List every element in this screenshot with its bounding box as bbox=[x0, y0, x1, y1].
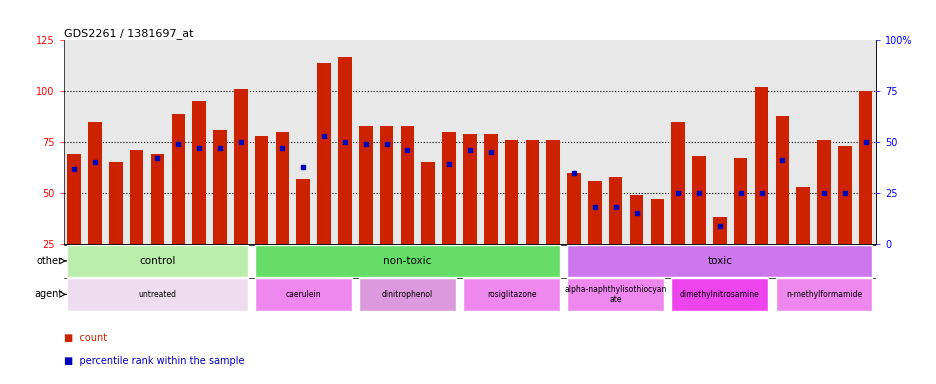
Bar bbox=[317, 63, 330, 295]
Bar bbox=[275, 132, 289, 295]
Text: other: other bbox=[37, 256, 63, 266]
Bar bbox=[358, 126, 373, 295]
Bar bbox=[525, 140, 538, 295]
Bar bbox=[462, 134, 476, 295]
Bar bbox=[671, 122, 684, 295]
Bar bbox=[692, 156, 705, 295]
Bar bbox=[566, 173, 580, 295]
Text: toxic: toxic bbox=[707, 256, 732, 266]
Text: ■  count: ■ count bbox=[64, 333, 107, 343]
Bar bbox=[401, 126, 414, 295]
Bar bbox=[796, 187, 809, 295]
Bar bbox=[816, 140, 830, 295]
Bar bbox=[255, 245, 560, 277]
Bar bbox=[566, 278, 664, 311]
Text: agent: agent bbox=[35, 289, 63, 300]
Text: dinitrophenol: dinitrophenol bbox=[381, 290, 432, 299]
Bar bbox=[566, 245, 871, 277]
Bar bbox=[629, 195, 643, 295]
Text: untreated: untreated bbox=[139, 290, 176, 299]
Bar bbox=[379, 126, 393, 295]
Text: GDS2261 / 1381697_at: GDS2261 / 1381697_at bbox=[64, 28, 193, 39]
Text: control: control bbox=[139, 256, 175, 266]
Bar bbox=[733, 158, 747, 295]
Bar bbox=[192, 101, 206, 295]
Bar bbox=[421, 162, 434, 295]
Bar bbox=[837, 146, 851, 295]
Bar bbox=[255, 278, 351, 311]
Bar bbox=[151, 154, 164, 295]
Text: caerulein: caerulein bbox=[285, 290, 321, 299]
Bar bbox=[505, 140, 518, 295]
Bar bbox=[671, 278, 768, 311]
Bar bbox=[338, 56, 351, 295]
Bar bbox=[442, 132, 455, 295]
Bar bbox=[775, 116, 788, 295]
Bar bbox=[109, 162, 123, 295]
Bar bbox=[546, 140, 560, 295]
Bar bbox=[650, 199, 664, 295]
Bar bbox=[608, 177, 622, 295]
Bar bbox=[712, 217, 725, 295]
Text: non-toxic: non-toxic bbox=[383, 256, 431, 266]
Bar bbox=[754, 87, 768, 295]
Bar bbox=[171, 114, 184, 295]
Text: n-methylformamide: n-methylformamide bbox=[785, 290, 861, 299]
Bar bbox=[462, 278, 560, 311]
Bar bbox=[213, 130, 227, 295]
Bar bbox=[858, 91, 871, 295]
Bar bbox=[130, 150, 143, 295]
Text: alpha-naphthylisothiocyan
ate: alpha-naphthylisothiocyan ate bbox=[563, 285, 666, 304]
Bar bbox=[775, 278, 871, 311]
Bar bbox=[88, 122, 102, 295]
Bar bbox=[358, 278, 455, 311]
Bar bbox=[255, 136, 268, 295]
Bar bbox=[484, 134, 497, 295]
Bar bbox=[67, 245, 247, 277]
Bar bbox=[67, 278, 247, 311]
Text: rosiglitazone: rosiglitazone bbox=[487, 290, 535, 299]
Bar bbox=[234, 89, 247, 295]
Text: dimethylnitrosamine: dimethylnitrosamine bbox=[680, 290, 759, 299]
Bar bbox=[588, 181, 601, 295]
Bar bbox=[67, 154, 80, 295]
Text: ■  percentile rank within the sample: ■ percentile rank within the sample bbox=[64, 356, 244, 366]
Bar bbox=[296, 179, 310, 295]
